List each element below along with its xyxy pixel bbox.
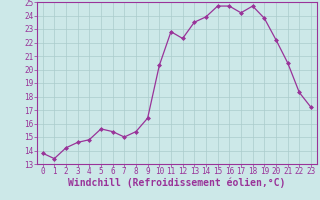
X-axis label: Windchill (Refroidissement éolien,°C): Windchill (Refroidissement éolien,°C): [68, 178, 285, 188]
